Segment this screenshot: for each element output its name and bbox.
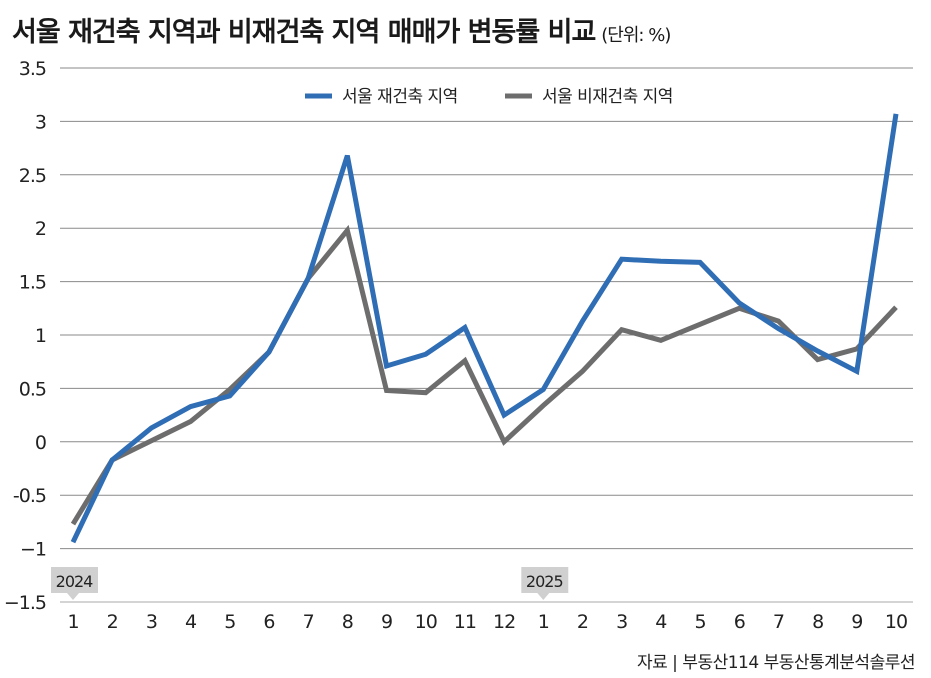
x-tick-label: 7 bbox=[773, 611, 784, 633]
x-tick-label: 11 bbox=[454, 611, 476, 633]
year-marker-pointer bbox=[67, 593, 79, 600]
x-tick-label: 6 bbox=[263, 611, 274, 633]
source-note: 자료 | 부동산114 부동산통계분석솔루션 bbox=[637, 653, 916, 673]
y-tick-label: 1.5 bbox=[19, 272, 46, 294]
x-tick-label: 6 bbox=[734, 611, 745, 633]
y-tick-label: 2 bbox=[35, 218, 46, 240]
year-marker-label: 2024 bbox=[56, 572, 94, 591]
x-tick-label: 5 bbox=[224, 611, 235, 633]
x-tick-label: 9 bbox=[381, 611, 392, 633]
y-tick-label: 3.5 bbox=[19, 58, 46, 80]
x-tick-label: 12 bbox=[493, 611, 515, 633]
chart-title: 서울 재건축 지역과 비재건축 지역 매매가 변동률 비교 (단위: %) bbox=[12, 10, 671, 49]
legend-label: 서울 비재건축 지역 bbox=[542, 87, 673, 107]
y-tick-label: 1 bbox=[35, 325, 46, 347]
legend-label: 서울 재건축 지역 bbox=[342, 87, 458, 107]
x-tick-label: 4 bbox=[655, 611, 667, 633]
y-tick-label: 2.5 bbox=[19, 165, 46, 187]
series-line-1 bbox=[70, 113, 899, 544]
x-tick-label: 8 bbox=[812, 611, 823, 633]
x-tick-label: 8 bbox=[342, 611, 353, 633]
x-tick-label: 1 bbox=[67, 611, 78, 633]
y-tick-label: -0.5 bbox=[13, 485, 46, 507]
y-tick-label: 0.5 bbox=[19, 378, 46, 400]
x-tick-label: 9 bbox=[851, 611, 862, 633]
year-marker-box bbox=[521, 567, 569, 593]
y-tick-label: −1 bbox=[20, 539, 46, 561]
unit-label: (단위: %) bbox=[601, 25, 671, 46]
x-tick-label: 5 bbox=[695, 611, 706, 633]
x-tick-label: 3 bbox=[616, 611, 627, 633]
y-tick-label: 0 bbox=[35, 432, 46, 454]
y-tick-label: −1.5 bbox=[4, 592, 46, 614]
x-tick-label: 4 bbox=[185, 611, 197, 633]
year-marker-label: 2025 bbox=[526, 572, 563, 591]
year-marker-pointer bbox=[537, 593, 550, 600]
x-tick-label: 3 bbox=[146, 611, 157, 633]
title-text: 서울 재건축 지역과 비재건축 지역 매매가 변동률 비교 bbox=[12, 17, 596, 48]
x-tick-label: 10 bbox=[415, 611, 437, 633]
x-tick-label: 7 bbox=[303, 611, 314, 633]
x-tick-label: 2 bbox=[577, 611, 588, 633]
x-tick-label: 1 bbox=[538, 611, 549, 633]
x-tick-label: 10 bbox=[885, 611, 907, 633]
x-tick-label: 2 bbox=[107, 611, 118, 633]
y-tick-label: 3 bbox=[35, 111, 46, 133]
year-marker-box bbox=[51, 567, 98, 593]
